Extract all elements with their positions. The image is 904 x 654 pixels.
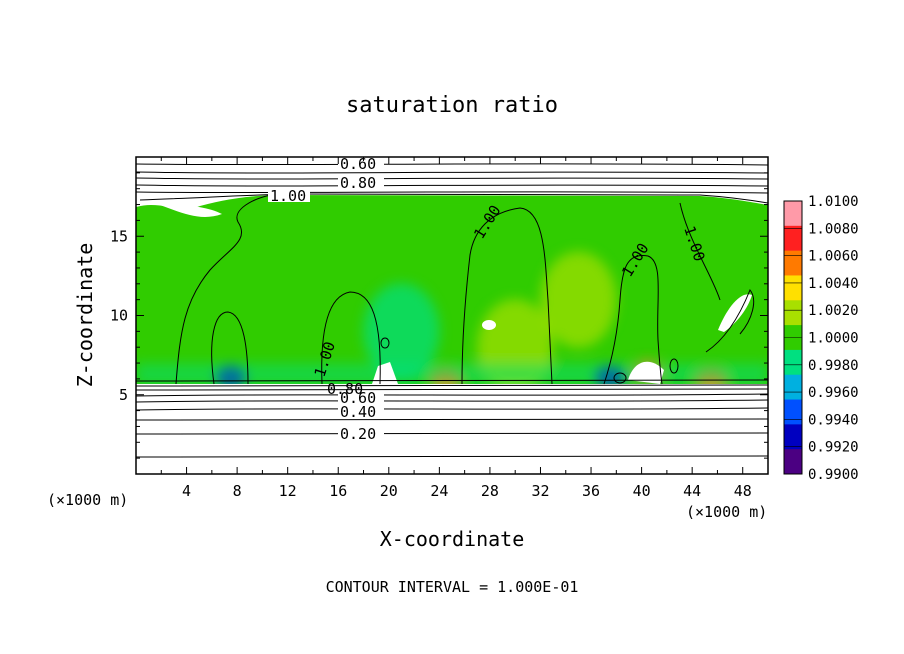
colorbar-swatch xyxy=(784,399,802,425)
colorbar-label: 0.9960 xyxy=(808,385,859,401)
colorbar-swatch xyxy=(784,449,802,475)
contour-label: 0.60 xyxy=(340,389,376,407)
colorbar-label: 0.9940 xyxy=(808,412,859,428)
colorbar-swatch xyxy=(784,250,802,276)
colorbar-label: 0.9980 xyxy=(808,358,859,374)
cloud-hole xyxy=(482,320,496,330)
cloud-field-base xyxy=(136,195,768,384)
y-tick-label: 10 xyxy=(110,307,128,325)
x-axis-unit: (×1000 m) xyxy=(686,503,767,521)
x-tick-label: 12 xyxy=(279,482,297,500)
colorbar-label: 1.0000 xyxy=(808,331,859,347)
x-tick-label: 32 xyxy=(531,482,549,500)
x-tick-label: 4 xyxy=(182,482,191,500)
colorbar-label: 1.0060 xyxy=(808,249,859,265)
chart-title: saturation ratio xyxy=(346,93,558,118)
colorbar-swatch xyxy=(784,300,802,326)
x-tick-label: 44 xyxy=(683,482,701,500)
y-tick-label: 5 xyxy=(119,386,128,404)
x-tick-label: 20 xyxy=(380,482,398,500)
colorbar-label: 1.0080 xyxy=(808,221,859,237)
colorbar-label: 1.0040 xyxy=(808,276,859,292)
contour-label: 0.80 xyxy=(327,380,363,398)
y-axis-unit: (×1000 m) xyxy=(47,491,128,509)
colorbar-swatch xyxy=(784,424,802,450)
y-axis-title: Z-coordinate xyxy=(73,243,97,388)
contour-label: 0.20 xyxy=(340,425,376,443)
colorbar-label: 0.9900 xyxy=(808,467,859,483)
colorbar-swatch xyxy=(784,349,802,376)
colorbar-label: 1.0100 xyxy=(808,194,859,210)
colorbar-swatch xyxy=(784,275,802,301)
x-tick-label: 36 xyxy=(582,482,600,500)
colorbar: 1.0100 1.0080 1.0060 1.0040 1.0020 1.0000 0.99… xyxy=(783,194,859,483)
colorbar-swatch xyxy=(784,201,802,227)
y-tick-label: 15 xyxy=(110,227,128,245)
saturation-field xyxy=(136,195,768,384)
field-hotspot xyxy=(540,251,617,348)
colorbar-label: 1.0020 xyxy=(808,303,859,319)
x-axis-title: X-coordinate xyxy=(380,527,525,551)
x-tick-label: 28 xyxy=(481,482,499,500)
contour-label: 0.60 xyxy=(340,155,376,173)
contour-label: 0.80 xyxy=(340,174,376,192)
x-tick-label: 24 xyxy=(430,482,448,500)
cloud-gap-upper-left xyxy=(160,204,222,217)
colorbar-swatch xyxy=(784,374,802,401)
contour-label: 1.00 xyxy=(270,187,306,205)
x-tick-label: 40 xyxy=(633,482,651,500)
x-tick-label: 48 xyxy=(734,482,752,500)
x-axis: 4 8 12 16 20 24 28 32 36 40 44 48 xyxy=(160,157,752,500)
contour-label: 0.40 xyxy=(340,403,376,421)
y-axis: 5 10 15 xyxy=(110,172,768,459)
cloud-base-band xyxy=(136,363,768,384)
colorbar-swatch xyxy=(784,225,802,252)
cloud-hole-base-2 xyxy=(628,361,664,384)
contour-interval: CONTOUR INTERVAL = 1.000E-01 xyxy=(326,578,579,596)
x-tick-label: 8 xyxy=(233,482,242,500)
cloud-hole-base xyxy=(372,362,398,384)
field-hotspot xyxy=(363,283,440,380)
colorbar-label: 0.9920 xyxy=(808,440,859,456)
x-tick-label: 16 xyxy=(329,482,347,500)
